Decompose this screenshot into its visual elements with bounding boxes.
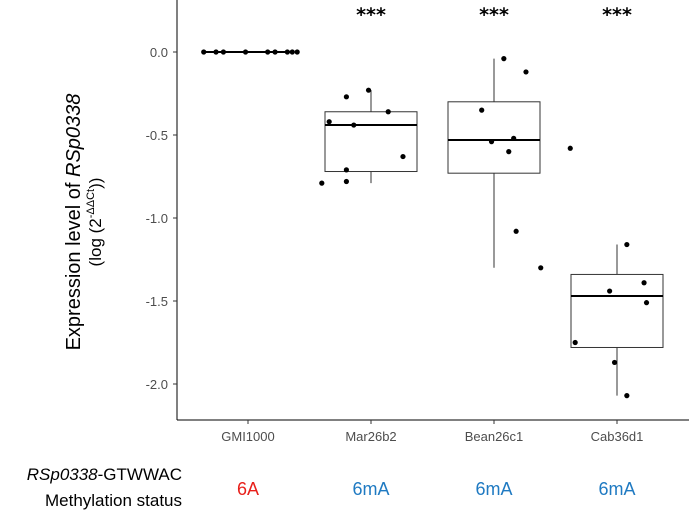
- y-tick-label: 0.0: [150, 45, 168, 60]
- y-axis-subtitle-open: (log (2: [86, 218, 105, 266]
- data-point: [611, 359, 618, 366]
- x-tick-label: Bean26c1: [465, 429, 524, 444]
- labels: *** *** ***: [356, 4, 632, 26]
- data-point: [326, 119, 332, 125]
- data-point: [513, 228, 519, 234]
- methylation-row-label: Methylation status: [44, 491, 182, 510]
- box-group: [324, 90, 418, 184]
- y-axis-subtitle-close: )): [86, 178, 105, 189]
- data-point: [643, 300, 650, 306]
- y-tick-label: -1.5: [146, 294, 168, 309]
- data-point: [641, 280, 647, 286]
- y-axis-subtitle: (log (2-ΔΔCt)): [85, 178, 105, 267]
- x-tick-label: GMI1000: [221, 429, 274, 444]
- data-point: [284, 49, 290, 55]
- x-tick-label: Mar26b2: [345, 429, 396, 444]
- x-tick-label: Cab36d1: [591, 429, 644, 444]
- data-point: [213, 49, 219, 55]
- axes: 0.0 -0.5 -1.0 -1.5 -2.0 GMI1000 Mar26b2 Bean26c…: [146, 0, 689, 444]
- data-point: [272, 49, 278, 55]
- significance-label: ***: [602, 4, 632, 26]
- y-tick-label: -0.5: [146, 128, 168, 143]
- data-point: [220, 49, 226, 55]
- data-point: [343, 178, 349, 185]
- data-point: [479, 107, 485, 113]
- significance-label: ***: [479, 4, 509, 26]
- data-point: [523, 69, 529, 75]
- methylation-status: 6A: [236, 479, 260, 499]
- box: [324, 111, 418, 173]
- methylation-status: 6mA: [598, 479, 636, 499]
- data-point: [343, 94, 349, 100]
- data-point: [319, 180, 325, 186]
- data-point: [242, 49, 249, 55]
- data-point: [607, 288, 613, 294]
- data-point: [501, 56, 507, 62]
- data-point: [567, 145, 573, 151]
- data-point: [506, 149, 512, 155]
- y-axis-title-prefix: Expression level of: [63, 177, 85, 350]
- box: [570, 273, 664, 348]
- box: [447, 101, 541, 174]
- y-tick-label: -1.0: [146, 211, 168, 226]
- sequence-row-suffix: -GTWWAC: [97, 465, 182, 484]
- box-group: [570, 244, 664, 396]
- y-axis-subtitle-sup: -ΔΔCt: [85, 189, 97, 218]
- box-group: [447, 58, 541, 268]
- y-axis-title: Expression level of RSp0338: [63, 94, 85, 351]
- y-axis-title-gene: RSp0338: [63, 94, 85, 177]
- data-point: [488, 139, 495, 145]
- data-points: [201, 49, 650, 399]
- data-point: [511, 135, 517, 141]
- data-point: [400, 153, 406, 160]
- data-point: [201, 49, 207, 55]
- boxplots: [202, 51, 664, 396]
- data-point: [538, 265, 544, 271]
- data-point: [265, 49, 271, 55]
- data-point: [624, 393, 630, 399]
- methylation-status: 6mA: [475, 479, 513, 499]
- methylation-status: 6mA: [352, 479, 390, 499]
- data-point: [572, 339, 578, 346]
- sequence-row-gene: RSp0338: [26, 465, 98, 484]
- y-tick-label: -2.0: [146, 377, 168, 392]
- data-point: [294, 49, 300, 55]
- data-point: [289, 49, 295, 55]
- data-point: [624, 241, 630, 248]
- data-point: [351, 122, 357, 128]
- significance-label: ***: [356, 4, 386, 26]
- data-point: [385, 109, 391, 115]
- sequence-row-label: RSp0338-GTWWAC: [0, 465, 182, 485]
- data-point: [365, 87, 372, 93]
- data-point: [343, 167, 349, 173]
